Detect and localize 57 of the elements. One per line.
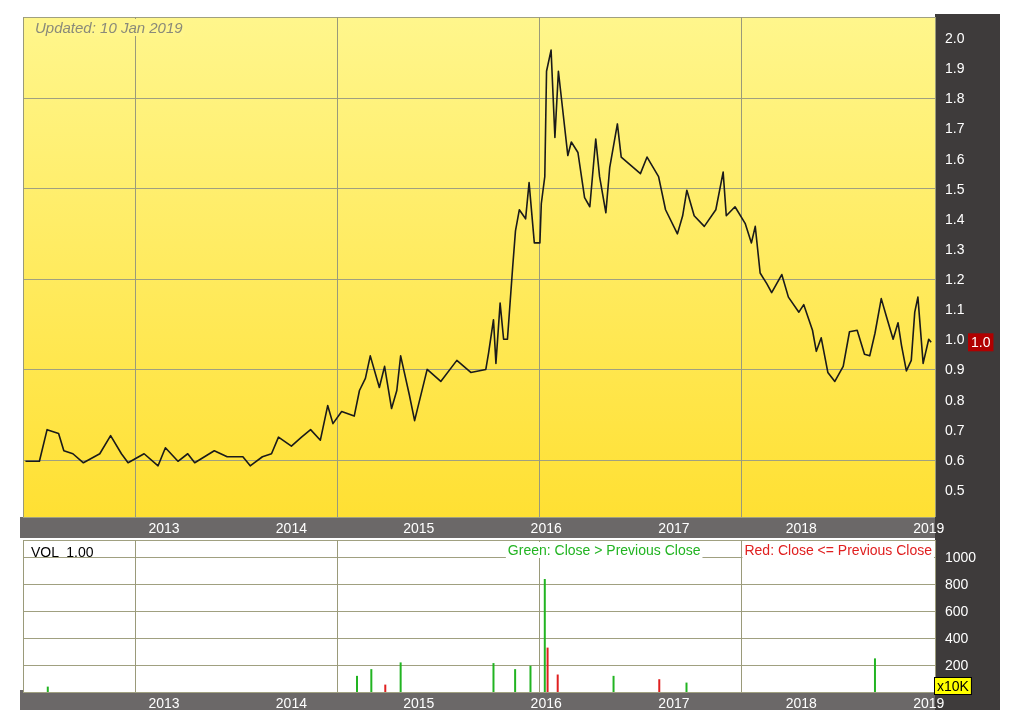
y-tick-label: 1.4 (945, 210, 965, 227)
y-axis-title: x10K (937, 678, 970, 694)
x-tick-label: 2017 (658, 695, 690, 711)
text: Green: Close > Previous Close (507, 542, 701, 558)
bar (685, 682, 688, 692)
y-tick-label: 0.8 (945, 391, 965, 408)
x-tick-label: 2017 (658, 520, 690, 536)
bar (529, 665, 532, 692)
bar (399, 662, 402, 692)
y-tick-label: 1.6 (945, 150, 965, 167)
bar (46, 686, 49, 692)
y-tick-label: 1000 (945, 549, 977, 566)
chart-title: VOL 1.00 (31, 544, 94, 560)
y-tick-label: 1.2 (945, 271, 965, 288)
y-tick-label: 1.8 (945, 90, 965, 107)
bar (658, 679, 661, 692)
x-tick-label: 2015 (403, 695, 435, 711)
x-tick-label: 2019 (913, 520, 945, 536)
bar (612, 675, 615, 692)
y-tick-label: 600 (945, 603, 969, 620)
bar (543, 579, 546, 692)
y-tick-label: 400 (945, 630, 969, 647)
y-tick-label: 800 (945, 576, 969, 593)
annotation: Updated: 10 Jan 2019 (35, 19, 184, 36)
y-tick-label: 0.9 (945, 361, 965, 378)
y-tick-label: 200 (945, 657, 969, 674)
bar (546, 647, 549, 692)
bar (556, 674, 559, 692)
bar (356, 675, 359, 692)
line-series (24, 49, 932, 467)
y-tick-label: 1.3 (945, 240, 965, 257)
y-tick-label: 1.0 (945, 331, 965, 348)
y-tick-label: 1.5 (945, 180, 965, 197)
x-tick-label: 2014 (275, 520, 308, 536)
x-tick-label: 2016 (530, 695, 562, 711)
text: Red: Close <= Previous Close (744, 542, 933, 558)
y-tick-label: 2.0 (945, 30, 965, 47)
x-tick-label: 2014 (275, 695, 308, 711)
bar (514, 669, 517, 692)
x-tick-label: 2013 (148, 520, 180, 536)
annotation: 1.0 (971, 334, 991, 351)
y-tick-label: 1.1 (945, 301, 965, 318)
y-tick-label: 1.9 (945, 60, 965, 77)
bar (370, 669, 373, 692)
x-tick-label: 2018 (785, 520, 818, 536)
x-tick-label: 2013 (148, 695, 180, 711)
y-tick-label: 1.7 (945, 120, 965, 137)
bar (492, 663, 495, 692)
y-tick-label: 0.6 (945, 451, 965, 468)
y-tick-label: 0.5 (945, 481, 965, 498)
x-tick-label: 2015 (403, 520, 435, 536)
y-tick-label: 0.7 (945, 421, 965, 438)
x-tick-label: 2018 (785, 695, 818, 711)
x-tick-label: 2016 (530, 520, 562, 536)
bar (873, 658, 876, 692)
bar (384, 684, 387, 692)
x-tick-label: 2019 (913, 695, 945, 711)
